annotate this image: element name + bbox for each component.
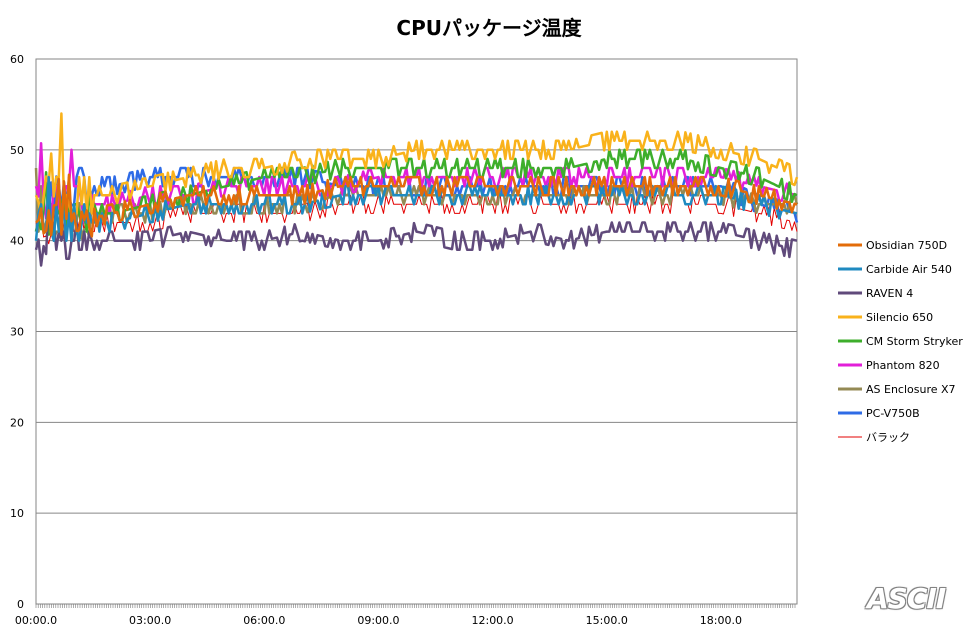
- legend-label: PC-V750B: [866, 407, 920, 420]
- legend-label: RAVEN 4: [866, 287, 913, 300]
- x-tick-label: 00:00.0: [15, 614, 57, 627]
- legend-label: Silencio 650: [866, 311, 933, 324]
- legend-label: Obsidian 750D: [866, 239, 947, 252]
- x-minor-ticks: [35, 604, 796, 608]
- x-tick-label: 12:00.0: [471, 614, 513, 627]
- x-tick-label: 06:00.0: [243, 614, 285, 627]
- y-tick-label: 30: [10, 326, 24, 339]
- y-tick-label: 10: [10, 507, 24, 520]
- legend-label: Phantom 820: [866, 359, 940, 372]
- x-tick-label: 03:00.0: [129, 614, 171, 627]
- series-line: [34, 112, 799, 219]
- series-line: [35, 176, 798, 245]
- series-line: [34, 197, 798, 267]
- x-tick-label: 15:00.0: [586, 614, 628, 627]
- legend-label: バラック: [866, 431, 910, 444]
- legend-label: CM Storm Stryker: [866, 335, 963, 348]
- ascii-logo: ASCII: [867, 582, 946, 615]
- x-tick-label: 18:00.0: [700, 614, 742, 627]
- chart-title: CPUパッケージ温度: [396, 16, 582, 40]
- y-tick-label: 0: [17, 598, 24, 611]
- x-tick-label: 09:00.0: [357, 614, 399, 627]
- y-tick-label: 40: [10, 235, 24, 248]
- legend-label: AS Enclosure X7: [866, 383, 956, 396]
- legend-label: Carbide Air 540: [866, 263, 952, 276]
- y-tick-label: 60: [10, 53, 24, 66]
- series-line: [34, 148, 798, 236]
- y-tick-label: 20: [10, 416, 24, 429]
- series-line: [35, 173, 798, 238]
- y-tick-label: 50: [10, 144, 24, 157]
